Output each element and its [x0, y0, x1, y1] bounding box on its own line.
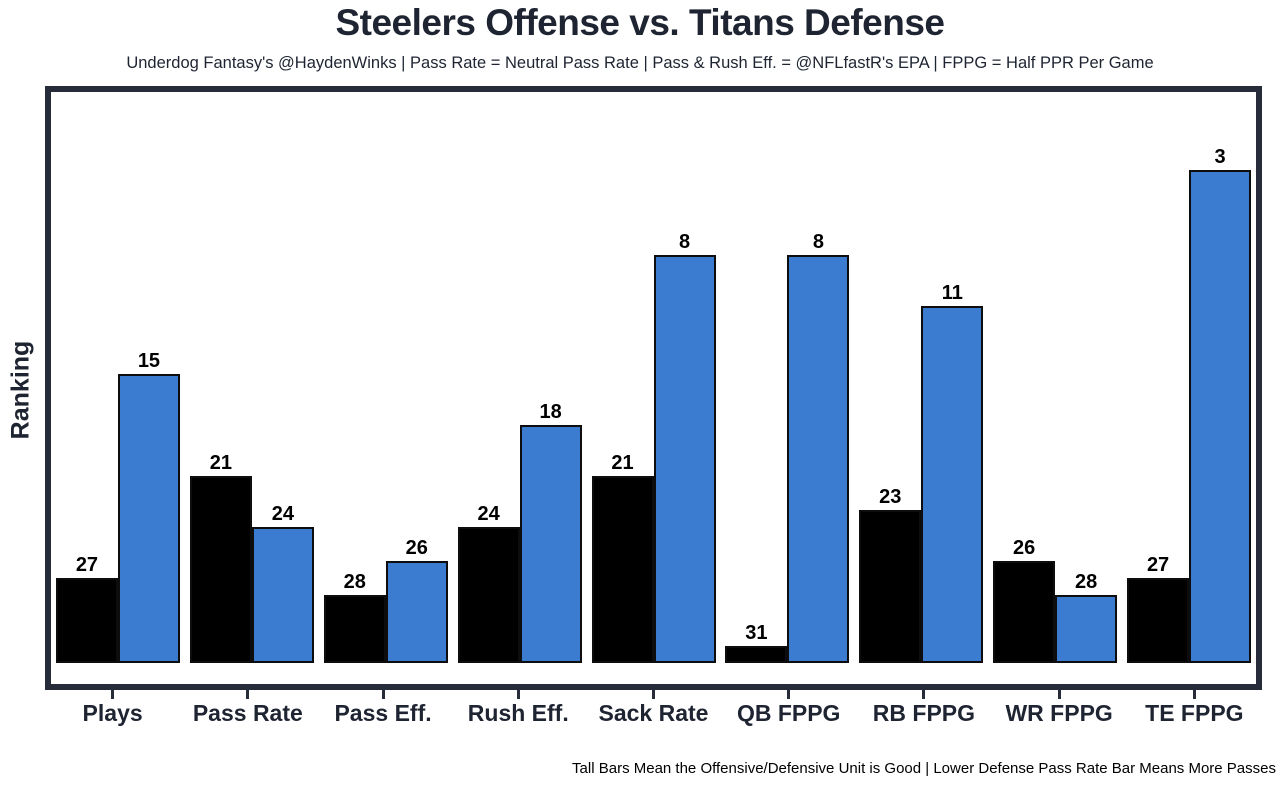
defense-bar-value-label: 3: [1214, 146, 1226, 168]
x-axis-tick: [1057, 690, 1061, 699]
x-axis-label: Pass Eff.: [334, 700, 432, 726]
x-axis-tick: [381, 690, 385, 699]
offense-bar-value-label: 28: [343, 571, 366, 593]
x-axis-tick: [922, 690, 926, 699]
offense-bar-wrap: 24: [457, 503, 520, 663]
offense-bar-value-label: 26: [1013, 537, 1036, 559]
defense-bar-wrap: 11: [921, 282, 984, 663]
defense-bar-value-label: 15: [137, 350, 161, 372]
offense-bar-wrap: 27: [55, 554, 118, 663]
bar-group: 27 3: [1122, 92, 1256, 663]
x-axis-tick: [651, 690, 655, 699]
offense-bar-wrap: 28: [323, 571, 386, 663]
defense-bar-value-label: 28: [1075, 571, 1098, 593]
x-axis-slot: Plays: [45, 690, 180, 727]
defense-bar-value-label: 8: [678, 231, 691, 253]
x-axis-slot: RB FPPG: [856, 690, 991, 727]
x-axis-slot: WR FPPG: [992, 690, 1127, 727]
chart-subtitle: Underdog Fantasy's @HaydenWinks | Pass R…: [126, 54, 1154, 72]
defense-bar: [385, 561, 448, 663]
defense-bar-wrap: 28: [1055, 571, 1118, 663]
offense-bar-value-label: 24: [477, 503, 500, 525]
bar-group: 24 18: [453, 92, 587, 663]
offense-bar: [591, 476, 654, 663]
bar-group: 23 11: [854, 92, 988, 663]
x-axis-slot: TE FPPG: [1127, 690, 1262, 727]
defense-bar: [653, 255, 716, 663]
x-axis-label: RB FPPG: [872, 700, 976, 726]
offense-bar-wrap: 23: [859, 486, 922, 663]
defense-bar-value-label: 18: [539, 401, 562, 423]
defense-bar: [787, 255, 850, 663]
x-axis-slot: Rush Eff.: [451, 690, 586, 727]
x-axis-label: TE FPPG: [1145, 700, 1244, 726]
x-axis-label: Rush Eff.: [467, 700, 569, 726]
offense-bar: [55, 578, 118, 663]
defense-bar-wrap: 26: [385, 537, 448, 663]
defense-bar-wrap: 8: [653, 231, 716, 663]
offense-bar-wrap: 21: [189, 452, 252, 663]
defense-bar: [519, 425, 582, 663]
offense-bar: [457, 527, 520, 663]
chart-title: Steelers Offense vs. Titans Defense: [335, 2, 945, 43]
offense-bar-wrap: 31: [725, 622, 788, 663]
x-axis-tick: [787, 690, 791, 699]
x-axis-tick: [516, 690, 520, 699]
offense-bar-value-label: 27: [75, 554, 99, 576]
x-axis-slot: Pass Rate: [180, 690, 315, 727]
offense-bar-value-label: 21: [611, 452, 634, 474]
defense-bar-wrap: 24: [251, 503, 314, 663]
x-axis-label: WR FPPG: [1005, 700, 1113, 726]
defense-bar: [921, 306, 984, 663]
bar-group: 21 8: [587, 92, 721, 663]
x-axis-slot: Sack Rate: [586, 690, 721, 727]
defense-bar-value-label: 8: [812, 231, 824, 253]
offense-bar: [859, 510, 922, 663]
offense-bar: [189, 476, 252, 663]
offense-bar: [323, 595, 386, 663]
chart-footnote: Tall Bars Mean the Offensive/Defensive U…: [572, 760, 1276, 777]
bar-group: 28 26: [319, 92, 453, 663]
offense-bar-wrap: 21: [591, 452, 654, 663]
y-axis-title: Ranking: [6, 340, 35, 440]
offense-bar: [1127, 578, 1190, 663]
defense-bar: [251, 527, 314, 663]
defense-bar: [1055, 595, 1118, 663]
x-axis-slot: Pass Eff.: [315, 690, 450, 727]
offense-bar: [725, 646, 788, 663]
bar-group: 31 8: [720, 92, 854, 663]
offense-bar-value-label: 23: [879, 486, 902, 508]
defense-bar-value-label: 24: [271, 503, 294, 525]
offense-bar-value-label: 21: [209, 452, 232, 474]
x-axis-label: Pass Rate: [192, 700, 303, 726]
x-axis-tick: [111, 690, 115, 699]
x-axis-slot: QB FPPG: [721, 690, 856, 727]
x-axis-label: Plays: [82, 700, 143, 726]
bar-group: 21 24: [185, 92, 319, 663]
defense-bar-wrap: 18: [519, 401, 582, 663]
offense-bar: [993, 561, 1056, 663]
offense-bar-value-label: 31: [745, 622, 768, 644]
bar-groups: 27 15 21 24 28 26 24 18 21 8 31 8 23 11 26 28 27 3: [51, 92, 1256, 663]
x-axis-labels: Plays Pass Rate Pass Eff. Rush Eff. Sack Rat…: [45, 690, 1262, 727]
x-axis-tick: [246, 690, 250, 699]
defense-bar: [117, 374, 180, 663]
offense-bar-value-label: 27: [1146, 554, 1170, 576]
plot-area: 27 15 21 24 28 26 24 18 21 8 31 8 23 11 26 28 27 3: [45, 86, 1262, 690]
x-axis-tick: [1192, 690, 1196, 699]
x-axis-label: Sack Rate: [598, 700, 709, 726]
defense-bar-wrap: 8: [787, 231, 850, 663]
bar-group: 27 15: [51, 92, 185, 663]
bar-group: 26 28: [988, 92, 1122, 663]
offense-bar-wrap: 27: [1127, 554, 1190, 663]
defense-bar-value-label: 26: [405, 537, 428, 559]
defense-bar-wrap: 3: [1189, 146, 1252, 663]
offense-bar-wrap: 26: [993, 537, 1056, 663]
x-axis-label: QB FPPG: [736, 700, 841, 726]
defense-bar: [1189, 170, 1252, 663]
defense-bar-wrap: 15: [117, 350, 180, 663]
defense-bar-value-label: 11: [941, 282, 963, 304]
